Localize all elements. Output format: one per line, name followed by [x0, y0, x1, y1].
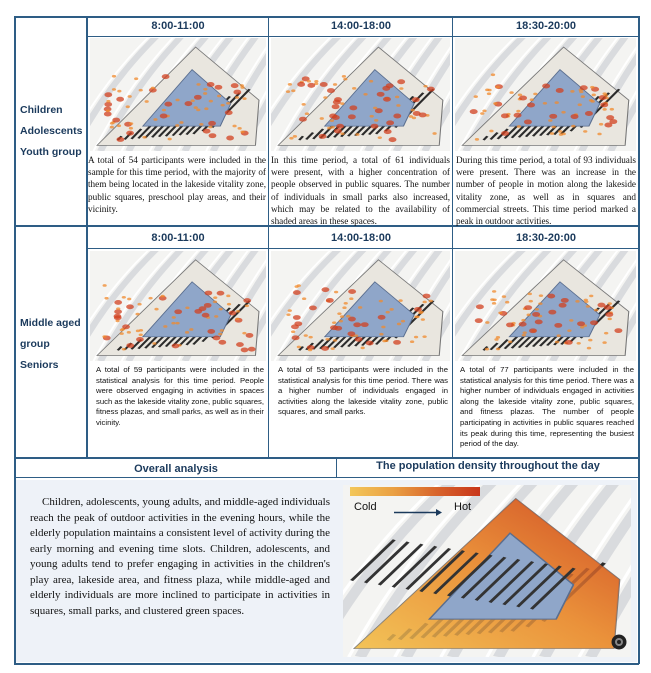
- label-column-divider: [86, 16, 88, 457]
- compass-icon: [611, 634, 627, 650]
- row-divider-1: [14, 225, 639, 227]
- header-underline-1: [86, 36, 639, 37]
- legend-gradient-bar: [350, 487, 480, 496]
- overall-divider: [336, 457, 337, 477]
- frame-top: [14, 16, 639, 18]
- group-label-line: Youth group: [20, 146, 82, 158]
- density-map: [343, 485, 631, 657]
- group-label-line: Children: [20, 104, 63, 116]
- legend-hot-label: Hot: [454, 501, 472, 513]
- period-description: A total of 77 participants were included…: [460, 365, 634, 449]
- heatmap-map: [271, 38, 450, 151]
- time-header: 18:30-20:00: [516, 20, 576, 32]
- period-description: A total of 59 participants were included…: [96, 365, 264, 427]
- period-description: During this time period, a total of 93 i…: [456, 155, 636, 227]
- frame-right: [638, 16, 640, 664]
- time-header: 18:30-20:00: [516, 232, 576, 244]
- time-header: 14:00-18:00: [331, 20, 391, 32]
- period-description: A total of 53 participants were included…: [278, 365, 448, 417]
- time-header: 8:00-11:00: [151, 232, 205, 244]
- group-label-line: Adolescents: [20, 125, 83, 137]
- col-divider-2a: [268, 226, 269, 457]
- overall-analysis-text: Children, adolescents, young adults, and…: [30, 496, 330, 617]
- period-description: In this time period, a total of 61 indiv…: [271, 155, 450, 227]
- frame-bottom: [14, 663, 639, 665]
- group-label-youth: Children Adolescents Youth group: [20, 100, 86, 163]
- col-divider-1a: [268, 16, 269, 225]
- heatmap-map: [90, 38, 266, 151]
- period-description: A total of 54 participants were included…: [88, 155, 266, 214]
- overall-header-underline: [14, 477, 639, 478]
- heatmap-map: [455, 251, 636, 361]
- arrow-right-icon: [394, 504, 442, 516]
- overall-heading: Overall analysis: [134, 463, 218, 475]
- time-header: 14:00-18:00: [331, 232, 391, 244]
- legend-cold-label: Cold: [354, 501, 377, 513]
- time-header: 8:00-11:00: [151, 20, 205, 32]
- col-divider-1b: [452, 16, 453, 225]
- group-label-line: Seniors: [20, 359, 59, 371]
- header-underline-2: [86, 248, 639, 249]
- heatmap-map: [271, 251, 450, 361]
- frame-left: [14, 16, 16, 664]
- group-label-line: group: [20, 338, 50, 350]
- heatmap-map: [455, 38, 636, 151]
- density-heading: The population density throughout the da…: [376, 460, 600, 472]
- heatmap-map: [90, 251, 266, 361]
- group-label-seniors: Middle aged group Seniors: [20, 313, 86, 376]
- density-legend: Cold Hot: [350, 487, 485, 523]
- group-label-line: Middle aged: [20, 317, 81, 329]
- col-divider-2b: [452, 226, 453, 457]
- row-divider-2: [14, 457, 639, 459]
